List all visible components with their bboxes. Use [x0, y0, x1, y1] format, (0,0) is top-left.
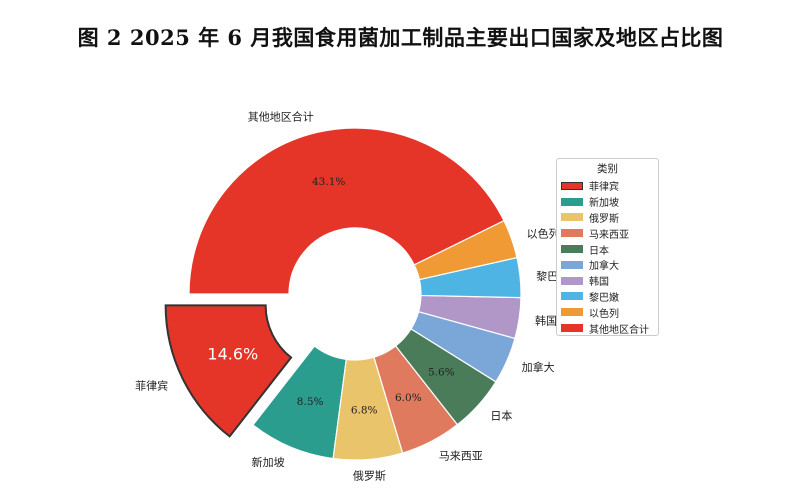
legend-label: 俄罗斯 [589, 213, 619, 225]
slice-label: 日本 [490, 409, 512, 423]
legend-item: 其他地区合计 [561, 320, 654, 336]
slice-label: 马来西亚 [439, 450, 483, 463]
legend-swatch [561, 245, 583, 254]
slice-其他地区合计 [188, 127, 505, 295]
legend-swatch [561, 260, 583, 269]
legend-item: 加拿大 [561, 257, 654, 273]
slice-label: 加拿大 [522, 360, 555, 374]
slice-label: 俄罗斯 [353, 469, 386, 482]
legend-label: 韩国 [589, 277, 609, 289]
legend-item: 日本 [561, 241, 654, 257]
slice-label: 菲律宾 [135, 378, 168, 392]
legend-swatch [561, 292, 583, 301]
legend-label: 新加坡 [589, 198, 619, 210]
slice-label: 新加坡 [252, 455, 285, 469]
legend-item: 韩国 [561, 273, 654, 289]
legend-item: 菲律宾 [561, 178, 654, 194]
legend-label: 日本 [589, 245, 609, 257]
legend-swatch [561, 181, 583, 190]
slice-label: 其他地区合计 [248, 110, 314, 124]
legend-item: 新加坡 [561, 194, 654, 210]
legend-label: 其他地区合计 [589, 324, 649, 336]
pct-label: 43.1% [312, 176, 345, 188]
legend-label: 马来西亚 [589, 229, 629, 241]
legend: 类别 菲律宾新加坡俄罗斯马来西亚日本加拿大韩国黎巴嫩以色列其他地区合计 [556, 158, 659, 336]
legend-label: 加拿大 [589, 261, 619, 273]
pct-label: 5.6% [428, 367, 455, 379]
pct-label: 6.0% [395, 392, 422, 404]
legend-item: 黎巴嫩 [561, 289, 654, 305]
pct-label: 6.8% [351, 405, 378, 417]
legend-label: 黎巴嫩 [589, 292, 619, 304]
legend-swatch [561, 324, 583, 333]
legend-label: 菲律宾 [589, 182, 619, 194]
slice-label: 以色列 [527, 226, 560, 240]
legend-title: 类别 [597, 163, 618, 175]
chart-title: 图 2 2025 年 6 月我国食用菌加工制品主要出口国家及地区占比图 [77, 25, 724, 50]
legend-swatch [561, 229, 583, 238]
legend-swatch [561, 276, 583, 285]
pct-label: 14.6% [207, 345, 258, 364]
slice-label: 韩国 [535, 314, 557, 328]
legend-item: 马来西亚 [561, 225, 654, 241]
legend-swatch [561, 308, 583, 317]
pct-label: 8.5% [297, 396, 324, 408]
legend-item: 俄罗斯 [561, 210, 654, 226]
legend-label: 以色列 [589, 308, 619, 320]
legend-swatch [561, 197, 583, 206]
legend-item: 以色列 [561, 304, 654, 320]
slice-菲律宾 [164, 304, 293, 438]
legend-swatch [561, 213, 583, 222]
